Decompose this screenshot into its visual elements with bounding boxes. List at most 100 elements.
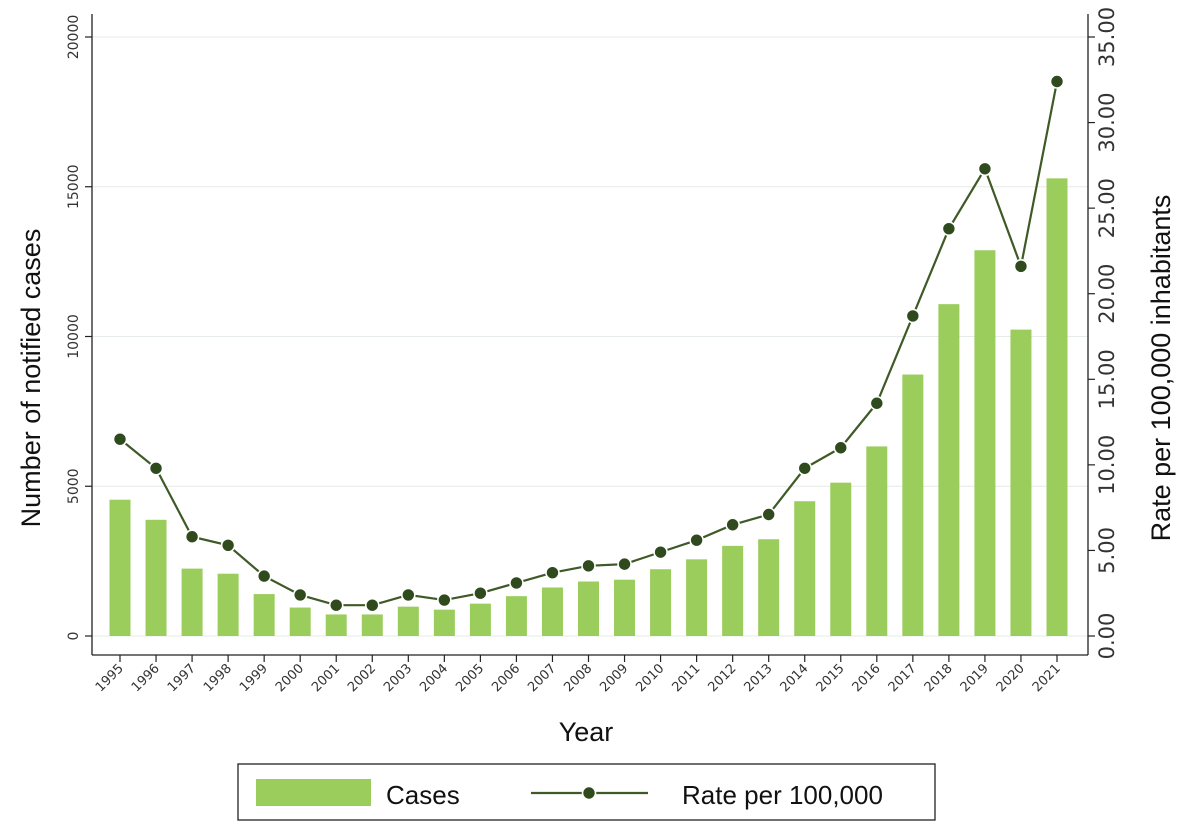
bar-cases-2018 <box>938 304 960 636</box>
bar-cases-2013 <box>758 539 780 636</box>
x-tick-label: 2001 <box>309 661 343 695</box>
bar-cases-1999 <box>253 594 275 636</box>
rate-point-2018 <box>941 221 957 236</box>
bar-cases-1996 <box>145 519 167 636</box>
right-tick-label: 30.00 <box>1095 93 1119 153</box>
x-tick-label: 2007 <box>525 661 559 695</box>
bar-cases-1998 <box>217 573 239 636</box>
rate-point-2016 <box>869 395 885 411</box>
bar-cases-1997 <box>181 568 203 636</box>
right-tick-label: 10.00 <box>1095 435 1119 495</box>
left-tick-label: 15000 <box>66 164 82 209</box>
left-tick-label: 20000 <box>66 15 82 60</box>
x-tick-label: 2009 <box>597 661 631 695</box>
rate-point-2021 <box>1049 74 1065 89</box>
rate-point-2008 <box>581 558 596 574</box>
bar-cases-2017 <box>902 374 924 636</box>
left-tick-label: 5000 <box>66 468 82 504</box>
rate-point-2007 <box>545 565 560 580</box>
bar-cases-2008 <box>578 581 599 636</box>
rate-point-2013 <box>761 507 776 522</box>
bar-cases-2015 <box>830 482 852 636</box>
rate-point-2003 <box>401 587 416 603</box>
x-tick-label: 2018 <box>922 661 956 695</box>
bar-cases-2009 <box>614 579 636 636</box>
legend-swatch-cases <box>256 779 371 806</box>
x-tick-label: 2021 <box>1030 661 1064 695</box>
right-tick-label: 5.00 <box>1095 527 1119 574</box>
bar-cases-2000 <box>289 607 311 636</box>
rate-point-1998 <box>220 537 236 553</box>
bar-cases-2004 <box>433 609 455 636</box>
right-axis-title: Rate per 100,000 inhabitants <box>1146 195 1176 542</box>
rate-point-2015 <box>833 440 849 456</box>
x-tick-label: 2014 <box>778 661 812 695</box>
bar-cases-2012 <box>722 545 744 636</box>
rate-point-2006 <box>509 575 524 591</box>
left-tick-label: 10000 <box>66 314 82 359</box>
rate-point-1997 <box>184 529 200 545</box>
right-tick-label: 25.00 <box>1095 178 1119 238</box>
rate-point-1995 <box>112 431 128 447</box>
rate-point-2011 <box>689 532 704 548</box>
x-tick-label: 1998 <box>201 661 235 695</box>
x-tick-label: 2006 <box>489 661 523 695</box>
right-axis-ticks: 0.00 5.00 10.00 15.00 20.00 25.00 30.00 35.00 <box>1088 7 1119 659</box>
x-tick-label: 1995 <box>93 661 127 695</box>
x-tick-label: 2019 <box>958 661 992 695</box>
x-axis-title: Year <box>559 717 614 747</box>
rate-point-2017 <box>905 308 921 324</box>
rate-point-2002 <box>364 597 380 613</box>
x-tick-label: 2004 <box>417 661 451 695</box>
bar-cases-2016 <box>866 446 888 636</box>
x-tick-label: 2020 <box>994 661 1028 695</box>
legend-swatch-rate-marker <box>581 785 597 801</box>
x-tick-label: 1997 <box>165 661 199 695</box>
x-tick-label: 2015 <box>814 661 848 695</box>
bar-cases-2020 <box>1010 329 1032 636</box>
left-axis-title: Number of notified cases <box>16 229 46 528</box>
bar-cases-2010 <box>650 569 672 636</box>
x-tick-label: 2002 <box>345 661 379 695</box>
rate-point-2010 <box>653 544 668 560</box>
bar-cases-2007 <box>541 587 563 636</box>
x-tick-label: 2011 <box>669 661 703 695</box>
right-tick-label: 35.00 <box>1095 7 1119 67</box>
x-tick-label: 2012 <box>705 661 739 695</box>
x-axis-ticks: 1995 1996 1997 1998 1999 2000 2001 2002 2003 2004… <box>93 655 1064 695</box>
x-tick-label: 2010 <box>633 661 667 695</box>
bar-cases-2001 <box>325 614 347 636</box>
x-tick-label: 2003 <box>381 661 415 695</box>
rate-point-2004 <box>437 592 452 608</box>
right-tick-label: 15.00 <box>1095 349 1119 409</box>
bar-series-cases <box>109 178 1068 636</box>
rate-point-2009 <box>617 556 632 572</box>
bar-cases-2006 <box>505 596 527 636</box>
bar-cases-1995 <box>109 499 131 636</box>
right-tick-label: 20.00 <box>1095 264 1119 324</box>
rate-point-1999 <box>256 568 272 584</box>
bar-cases-2014 <box>794 501 816 636</box>
bar-cases-2003 <box>397 606 419 636</box>
line-series-rate <box>112 74 1065 613</box>
bar-cases-2019 <box>974 250 996 636</box>
rate-point-2014 <box>797 460 813 476</box>
x-tick-label: 1996 <box>129 661 163 695</box>
rate-point-2012 <box>725 517 740 533</box>
x-tick-label: 2000 <box>273 661 307 695</box>
x-tick-label: 2017 <box>886 661 920 695</box>
bar-cases-2011 <box>686 559 708 636</box>
legend-label-rate: Rate per 100,000 <box>682 780 883 810</box>
x-tick-label: 2008 <box>561 661 595 695</box>
left-tick-label: 0 <box>66 632 82 641</box>
rate-point-1996 <box>148 460 164 476</box>
rate-point-2000 <box>292 587 308 603</box>
right-tick-label: 0.00 <box>1095 613 1119 660</box>
legend-label-cases: Cases <box>386 780 460 810</box>
rate-point-2001 <box>328 597 344 613</box>
x-tick-label: 2013 <box>742 661 776 695</box>
left-axis-ticks: 0 5000 10000 15000 20000 <box>66 15 92 641</box>
bar-cases-2005 <box>469 603 491 636</box>
